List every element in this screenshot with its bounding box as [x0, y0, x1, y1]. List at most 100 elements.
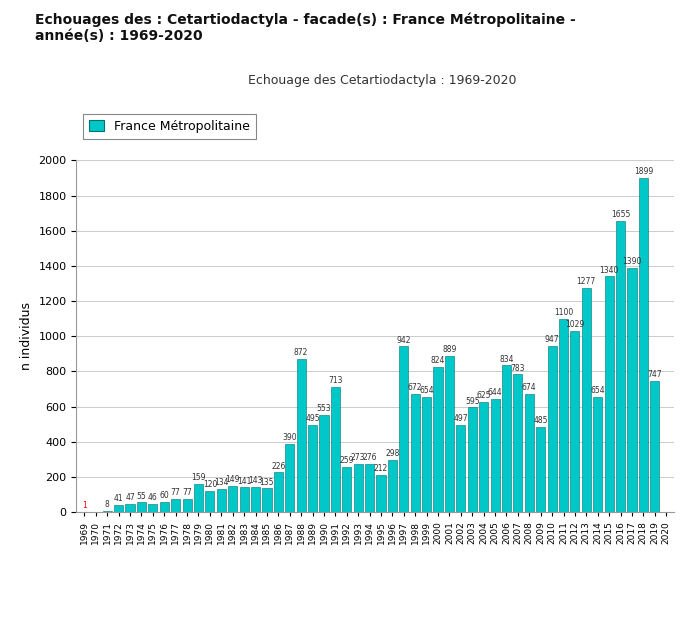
Text: 135: 135 — [260, 478, 275, 487]
Bar — [308, 425, 317, 512]
Bar — [183, 499, 192, 512]
Text: 942: 942 — [397, 336, 411, 345]
Bar — [502, 365, 511, 512]
Bar — [114, 505, 123, 512]
Text: 1029: 1029 — [565, 320, 584, 329]
Text: 595: 595 — [465, 397, 480, 406]
Y-axis label: n individus: n individus — [20, 302, 33, 370]
Text: 149: 149 — [225, 475, 240, 484]
Text: 276: 276 — [362, 453, 377, 462]
Text: 159: 159 — [191, 473, 206, 482]
Bar — [593, 397, 603, 512]
Bar — [388, 460, 397, 512]
Text: 46: 46 — [148, 493, 158, 502]
Bar — [137, 502, 146, 512]
Bar — [639, 178, 648, 512]
Text: 713: 713 — [328, 376, 343, 385]
Bar — [457, 424, 466, 512]
Text: 553: 553 — [317, 404, 332, 413]
Bar — [240, 487, 249, 512]
Bar — [228, 486, 237, 512]
Bar — [536, 427, 546, 512]
Bar — [285, 444, 294, 512]
Text: 120: 120 — [203, 480, 217, 489]
Text: 1899: 1899 — [634, 167, 653, 176]
Text: 674: 674 — [522, 383, 537, 392]
Bar — [651, 381, 660, 512]
Bar — [297, 358, 306, 512]
Text: 1: 1 — [82, 501, 87, 510]
Text: 1340: 1340 — [600, 266, 619, 275]
Bar — [491, 399, 500, 512]
Text: 625: 625 — [476, 391, 491, 400]
Bar — [605, 276, 614, 512]
Bar — [217, 489, 226, 512]
Bar — [514, 375, 523, 512]
Bar — [205, 491, 215, 512]
Bar — [365, 463, 374, 512]
Bar — [342, 466, 352, 512]
Bar — [354, 464, 363, 512]
Bar — [331, 387, 340, 512]
Text: 783: 783 — [511, 363, 525, 373]
Bar — [582, 288, 591, 512]
Text: 8: 8 — [105, 500, 110, 509]
Bar — [434, 367, 443, 512]
Text: 55: 55 — [137, 492, 147, 500]
Bar — [445, 356, 454, 512]
Text: 212: 212 — [374, 464, 388, 473]
Text: 889: 889 — [442, 345, 457, 354]
Text: 872: 872 — [294, 348, 309, 357]
Bar — [479, 402, 488, 512]
Text: 141: 141 — [237, 476, 252, 486]
Text: 497: 497 — [454, 414, 468, 423]
Text: 834: 834 — [499, 355, 514, 363]
Text: 672: 672 — [408, 383, 423, 392]
Text: 226: 226 — [271, 462, 286, 471]
Text: 60: 60 — [159, 491, 169, 500]
Bar — [525, 394, 534, 512]
Text: 41: 41 — [114, 494, 124, 503]
Text: 77: 77 — [182, 488, 192, 497]
Text: 495: 495 — [305, 414, 320, 423]
Text: 1390: 1390 — [622, 257, 641, 266]
Text: 644: 644 — [488, 388, 502, 397]
Text: 134: 134 — [214, 478, 229, 487]
Bar — [411, 394, 420, 512]
Text: 259: 259 — [340, 456, 354, 465]
Bar — [126, 504, 135, 512]
Text: 143: 143 — [248, 476, 263, 485]
Bar — [616, 221, 625, 512]
Bar — [171, 499, 180, 512]
Text: 1655: 1655 — [611, 210, 630, 219]
Bar — [251, 487, 260, 512]
Bar — [194, 484, 203, 512]
Bar — [263, 489, 272, 512]
Bar — [422, 397, 431, 512]
Text: 485: 485 — [534, 416, 548, 425]
Text: 298: 298 — [385, 449, 400, 458]
Text: 77: 77 — [171, 488, 181, 497]
Bar — [571, 331, 580, 512]
Bar — [377, 475, 386, 512]
Text: Echouage des Cetartiodactyla : 1969-2020: Echouage des Cetartiodactyla : 1969-2020 — [248, 74, 516, 87]
Text: 654: 654 — [419, 386, 434, 395]
Text: 947: 947 — [545, 335, 559, 344]
Text: 1277: 1277 — [577, 277, 596, 286]
Text: 390: 390 — [282, 433, 297, 442]
Text: 747: 747 — [648, 370, 662, 379]
Bar — [628, 268, 637, 512]
Text: 273: 273 — [351, 453, 366, 462]
Bar — [559, 318, 568, 512]
Bar — [160, 502, 169, 512]
Text: 654: 654 — [591, 386, 605, 395]
Text: 1100: 1100 — [554, 308, 573, 317]
Bar — [148, 504, 158, 512]
Bar — [548, 346, 557, 512]
Bar — [468, 407, 477, 512]
Bar — [103, 511, 112, 512]
Bar — [274, 473, 283, 512]
Legend: France Métropolitaine: France Métropolitaine — [83, 114, 256, 139]
Text: Echouages des : Cetartiodactyla - facade(s) : France Métropolitaine -
année(s) :: Echouages des : Cetartiodactyla - facade… — [35, 12, 575, 43]
Text: 824: 824 — [431, 357, 445, 365]
